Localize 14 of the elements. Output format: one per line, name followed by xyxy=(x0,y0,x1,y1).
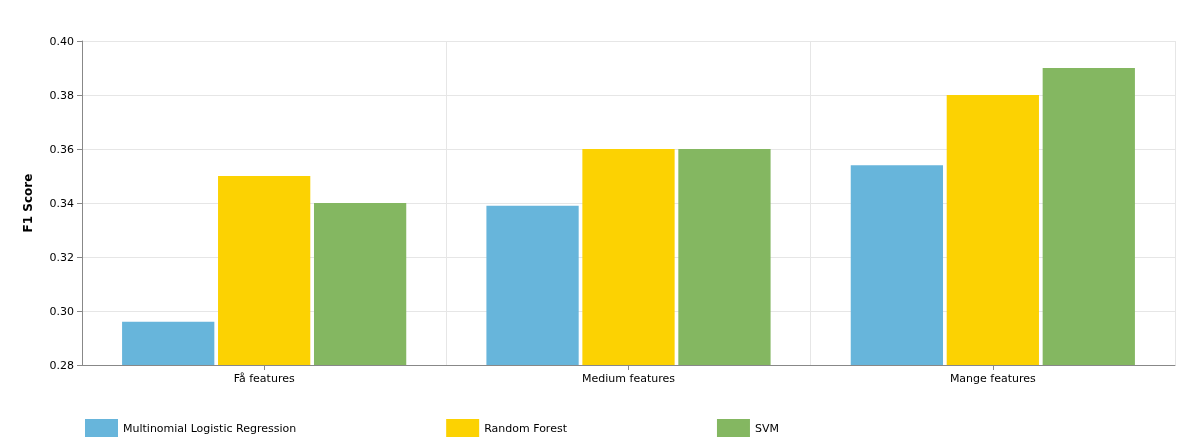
y-axis-title: F1 Score xyxy=(21,173,35,233)
y-tick-label: 0.28 xyxy=(49,358,74,372)
x-tick-label: Få features xyxy=(233,372,295,385)
legend-label: SVM xyxy=(754,421,779,435)
x-tick-label: Medium features xyxy=(582,372,676,385)
legend-label: Random Forest xyxy=(484,421,568,435)
y-tick-label: 0.38 xyxy=(49,88,74,102)
y-tick-label: 0.30 xyxy=(49,304,74,318)
x-tick-label: Mange features xyxy=(949,372,1037,385)
y-tick-label: 0.40 xyxy=(49,34,74,48)
legend-label: Multinomial Logistic Regression xyxy=(123,421,297,435)
y-tick-label: 0.34 xyxy=(49,196,74,210)
y-tick-label: 0.32 xyxy=(49,250,74,264)
y-tick-label: 0.36 xyxy=(49,142,74,156)
